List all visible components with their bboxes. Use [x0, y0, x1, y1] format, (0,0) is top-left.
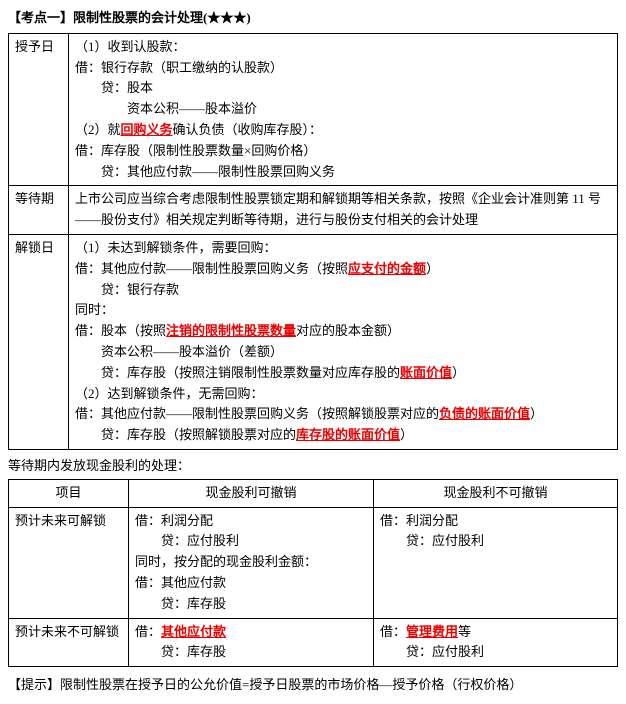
sub-r1c3-l1: 借：利润分配: [380, 511, 611, 532]
sub-r1c2-l4: 借：其他应付款: [135, 573, 367, 594]
unlock-l7b: 账面价值: [400, 365, 452, 380]
unlock-l2b: 应支付的金额: [348, 261, 426, 276]
unlock-l7c: ）: [452, 365, 465, 380]
row-grant: 授予日 （1）收到认股款： 借：银行存款（职工缴纳的认股款） 贷：股本 资本公积…: [9, 33, 618, 186]
sub-h1: 项目: [9, 479, 129, 507]
grant-label: 授予日: [9, 33, 69, 186]
sub-r2c2a: 借：: [135, 624, 161, 639]
sub-h2: 现金股利可撤销: [129, 479, 374, 507]
unlock-l4: 同时：: [75, 300, 611, 321]
sub-r2c3: 借：管理费用等 贷：应付股利: [374, 618, 618, 667]
unlock-l10: 贷：库存股（按照解锁股票对应的库存股的账面价值）: [75, 425, 611, 446]
unlock-l5: 借：股本（按照注销的限制性股票数量对应的股本金额）: [75, 321, 611, 342]
sub-title: 等待期内发放现金股利的处理：: [8, 456, 618, 477]
sub-header-row: 项目 现金股利可撤销 现金股利不可撤销: [9, 479, 618, 507]
unlock-l8: （2）达到解锁条件，无需回购：: [75, 384, 611, 405]
row-unlock: 解锁日 （1）未达到解锁条件，需要回购： 借：其他应付款——限制性股票回购义务（…: [9, 234, 618, 449]
sub-r1c2: 借：利润分配 贷：应付股利 同时，按分配的现金股利金额： 借：其他应付款 贷：库…: [129, 507, 374, 618]
unlock-l10c: ）: [400, 427, 413, 442]
grant-l5c: 确认负债（收购库存股）：: [173, 122, 323, 137]
sub-r2c2-l1: 借：其他应付款: [135, 622, 367, 643]
page-title: 【考点一】限制性股票的会计处理(★★★): [8, 8, 618, 29]
sub-r1c1: 预计未来可解锁: [9, 507, 129, 618]
unlock-l2c: ）: [426, 261, 439, 276]
sub-row2: 预计未来不可解锁 借：其他应付款 贷：库存股 借：管理费用等 贷：应付股利: [9, 618, 618, 667]
unlock-l6: 资本公积——股本溢价（差额）: [75, 342, 611, 363]
sub-r2c3c: 等: [458, 624, 471, 639]
unlock-l9c: ）: [530, 406, 543, 421]
unlock-l10b: 库存股的账面价值: [296, 427, 400, 442]
unlock-l7: 贷：库存股（按照注销限制性股票数量对应库存股的账面价值）: [75, 363, 611, 384]
grant-l5a: （2）就: [75, 122, 121, 137]
sub-r2c3-l2: 贷：应付股利: [380, 642, 611, 663]
sub-r2c2: 借：其他应付款 贷：库存股: [129, 618, 374, 667]
sub-r2c2-l2: 贷：库存股: [135, 642, 367, 663]
sub-r2c2b: 其他应付款: [161, 624, 226, 639]
grant-l2: 借：银行存款（职工缴纳的认股款）: [75, 58, 611, 79]
wait-label: 等待期: [9, 186, 69, 235]
grant-l7: 贷：其他应付款——限制性股票回购义务: [75, 162, 611, 183]
row-wait: 等待期 上市公司应当综合考虑限制性股票锁定期和解锁期等相关条款，按照《企业会计准…: [9, 186, 618, 235]
unlock-l5a: 借：股本（按照: [75, 323, 166, 338]
unlock-l7a: 贷：库存股（按照注销限制性股票数量对应库存股的: [75, 365, 400, 380]
unlock-l10a: 贷：库存股（按照解锁股票对应的: [75, 427, 296, 442]
unlock-content: （1）未达到解锁条件，需要回购： 借：其他应付款——限制性股票回购义务（按照应支…: [69, 234, 618, 449]
unlock-l5b: 注销的限制性股票数量: [166, 323, 296, 338]
sub-r1c2-l5: 贷：库存股: [135, 594, 367, 615]
sub-r1c2-l2: 贷：应付股利: [135, 531, 367, 552]
grant-l1: （1）收到认股款：: [75, 37, 611, 58]
sub-h3: 现金股利不可撤销: [374, 479, 618, 507]
grant-l6: 借：库存股（限制性股票数量×回购价格）: [75, 141, 611, 162]
unlock-l9b: 负债的账面价值: [439, 406, 530, 421]
wait-content: 上市公司应当综合考虑限制性股票锁定期和解锁期等相关条款，按照《企业会计准则第 1…: [69, 186, 618, 235]
unlock-l9: 借：其他应付款——限制性股票回购义务（按照解锁股票对应的负债的账面价值）: [75, 404, 611, 425]
grant-l5b: 回购义务: [121, 122, 173, 137]
sub-row1: 预计未来可解锁 借：利润分配 贷：应付股利 同时，按分配的现金股利金额： 借：其…: [9, 507, 618, 618]
sub-r1c2-l3: 同时，按分配的现金股利金额：: [135, 552, 367, 573]
sub-r2c1: 预计未来不可解锁: [9, 618, 129, 667]
unlock-l2: 借：其他应付款——限制性股票回购义务（按照应支付的金额）: [75, 259, 611, 280]
grant-l3: 贷：股本: [75, 78, 611, 99]
grant-l5: （2）就回购义务确认负债（收购库存股）：: [75, 120, 611, 141]
unlock-l2a: 借：其他应付款——限制性股票回购义务（按照: [75, 261, 348, 276]
sub-r2c3b: 管理费用: [406, 624, 458, 639]
sub-r1c3: 借：利润分配 贷：应付股利: [374, 507, 618, 618]
sub-r1c3-l2: 贷：应付股利: [380, 531, 611, 552]
unlock-l3: 贷：银行存款: [75, 280, 611, 301]
grant-content: （1）收到认股款： 借：银行存款（职工缴纳的认股款） 贷：股本 资本公积——股本…: [69, 33, 618, 186]
unlock-l9a: 借：其他应付款——限制性股票回购义务（按照解锁股票对应的: [75, 406, 439, 421]
sub-r1c2-l1: 借：利润分配: [135, 511, 367, 532]
sub-r2c3-l1: 借：管理费用等: [380, 622, 611, 643]
sub-table: 项目 现金股利可撤销 现金股利不可撤销 预计未来可解锁 借：利润分配 贷：应付股…: [8, 479, 618, 667]
unlock-l5c: 对应的股本金额）: [296, 323, 400, 338]
tip-text: 【提示】限制性股票在授予日的公允价值=授予日股票的市场价格—授予价格（行权价格）: [8, 675, 618, 696]
sub-r2c3a: 借：: [380, 624, 406, 639]
grant-l4: 资本公积——股本溢价: [75, 99, 611, 120]
main-table: 授予日 （1）收到认股款： 借：银行存款（职工缴纳的认股款） 贷：股本 资本公积…: [8, 33, 618, 450]
unlock-label: 解锁日: [9, 234, 69, 449]
unlock-l1: （1）未达到解锁条件，需要回购：: [75, 238, 611, 259]
